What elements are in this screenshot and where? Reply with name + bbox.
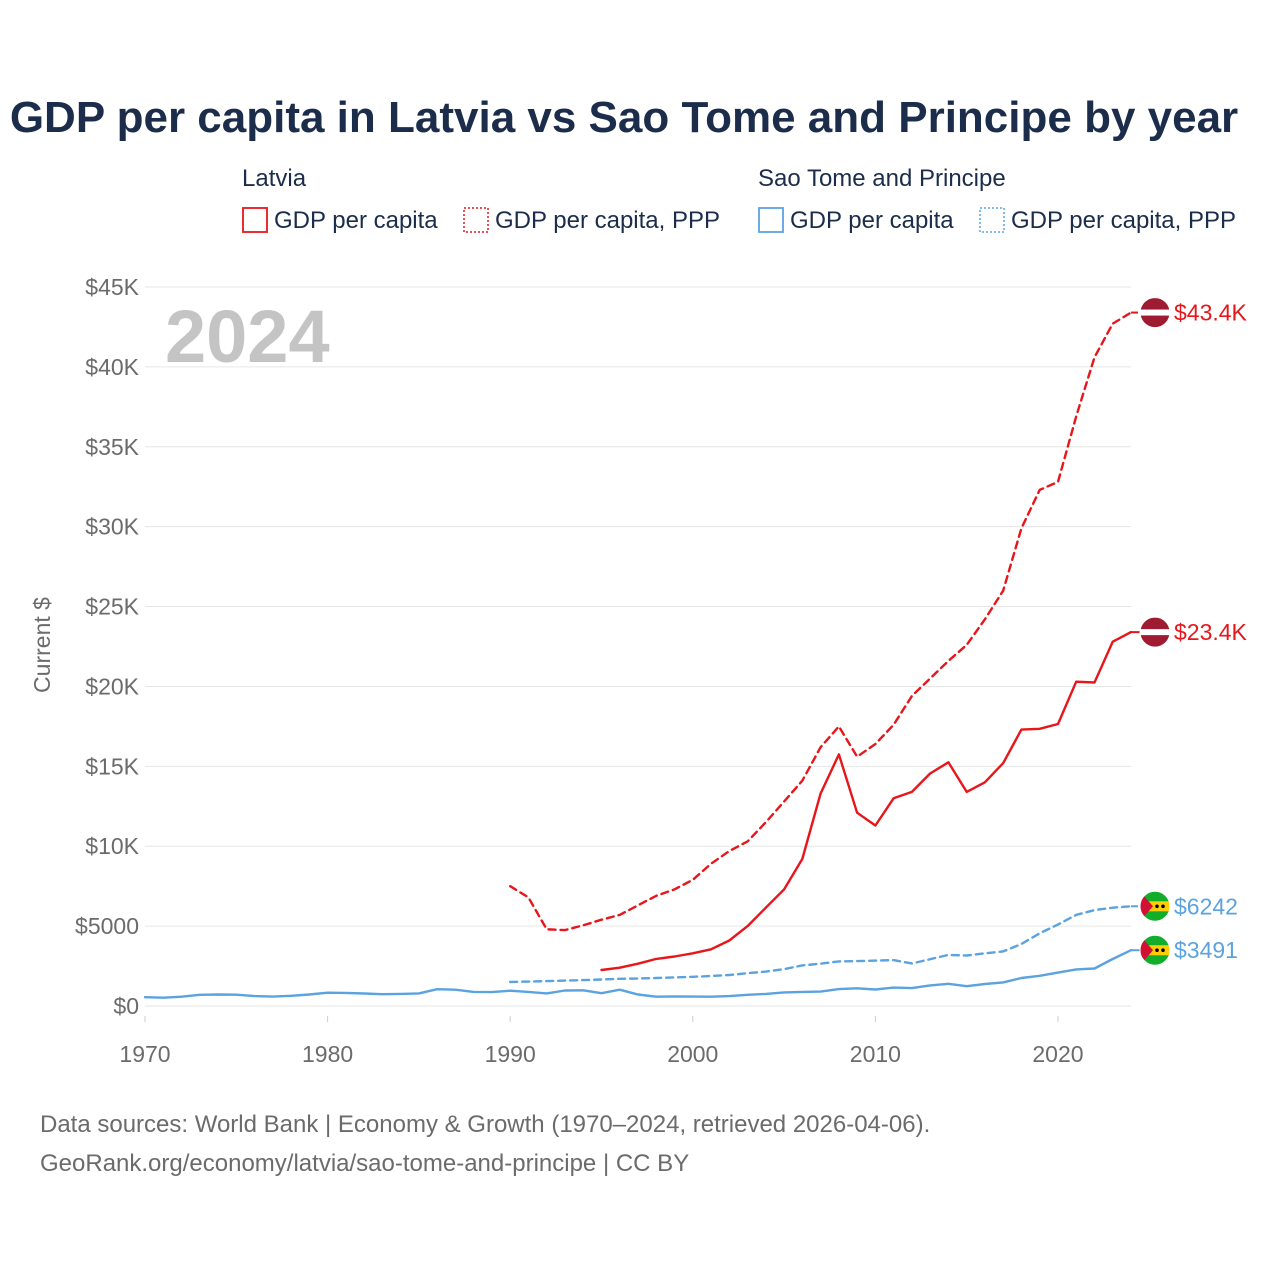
legend-swatch[interactable]	[758, 207, 784, 233]
end-value-label: $43.4K	[1174, 300, 1248, 326]
legend-group-title: Latvia	[242, 165, 307, 192]
series-line	[509, 905, 1133, 984]
y-tick-label: $25K	[85, 594, 139, 620]
x-tick-label: 2020	[1032, 1041, 1083, 1067]
chart-title: GDP per capita in Latvia vs Sao Tome and…	[10, 93, 1238, 142]
flag-ring	[1139, 890, 1171, 922]
legend-item-label[interactable]: GDP per capita	[790, 207, 954, 234]
series-line	[509, 311, 1133, 932]
x-tick-label: 2010	[850, 1041, 901, 1067]
flag-body	[1140, 297, 1170, 328]
x-tick-label: 2000	[667, 1041, 718, 1067]
series-end-markers: $23.4K $43.4K $3491 $6242	[1131, 297, 1248, 966]
flag-stripe	[1140, 901, 1170, 912]
y-tick-label: $10K	[85, 833, 139, 859]
sao-tome-flag-icon	[1139, 934, 1171, 966]
flag-triangle	[1140, 891, 1153, 922]
legend-item-label[interactable]: GDP per capita, PPP	[495, 207, 720, 234]
latvia-flag-icon	[1139, 297, 1171, 329]
legend-group-title: Sao Tome and Principe	[758, 165, 1006, 192]
legend-swatch[interactable]	[242, 207, 268, 233]
x-tick-label: 1970	[119, 1041, 170, 1067]
flag-star	[1155, 948, 1159, 953]
y-tick-label: $45K	[85, 274, 139, 300]
flag-ring	[1139, 616, 1171, 648]
y-tick-label: $15K	[85, 753, 139, 779]
legend-item-label[interactable]: GDP per capita, PPP	[1011, 207, 1236, 234]
flag-star	[1155, 904, 1159, 909]
end-value-label: $23.4K	[1174, 619, 1248, 645]
end-value-label: $6242	[1174, 893, 1238, 919]
y-axis-label: Current $	[29, 597, 55, 693]
legend-swatch[interactable]	[979, 207, 1005, 233]
series-lines	[143, 311, 1133, 999]
source-line-2: GeoRank.org/economy/latvia/sao-tome-and-…	[40, 1150, 689, 1177]
legend-item-label[interactable]: GDP per capita	[274, 207, 438, 234]
x-tick-label: 1980	[302, 1041, 353, 1067]
x-tick-label: 1990	[485, 1041, 536, 1067]
flag-star	[1161, 948, 1165, 953]
year-watermark: 2024	[165, 295, 330, 378]
x-axis-ticks: 1970 1980 1990 2000 2010 2020	[119, 1016, 1084, 1067]
flag-body	[1140, 891, 1170, 922]
y-tick-label: $0	[113, 993, 139, 1019]
latvia-flag-icon	[1139, 616, 1171, 648]
flag-star	[1161, 904, 1165, 909]
flag-body	[1140, 617, 1170, 648]
series-line	[600, 630, 1133, 972]
series-line	[143, 949, 1133, 999]
grid	[145, 286, 1131, 1007]
flag-stripe	[1140, 945, 1170, 956]
sao-tome-flag-icon	[1139, 890, 1171, 922]
y-tick-label: $30K	[85, 514, 139, 540]
y-axis-ticks: $0 $5000 $10K $15K $20K $25K $30K $35K $40K $45K	[75, 274, 140, 1019]
flag-body	[1140, 935, 1170, 966]
end-value-label: $3491	[1174, 937, 1238, 963]
y-tick-label: $20K	[85, 673, 139, 699]
y-tick-label: $35K	[85, 434, 139, 460]
flag-stripe	[1140, 629, 1170, 636]
y-tick-label: $5000	[75, 913, 139, 939]
flag-triangle	[1140, 935, 1153, 966]
y-tick-label: $40K	[85, 354, 139, 380]
flag-ring	[1139, 934, 1171, 966]
flag-ring	[1139, 297, 1171, 329]
flag-stripe	[1140, 309, 1170, 316]
source-line-1: Data sources: World Bank | Economy & Gro…	[40, 1111, 930, 1138]
legend-swatch[interactable]	[463, 207, 489, 233]
